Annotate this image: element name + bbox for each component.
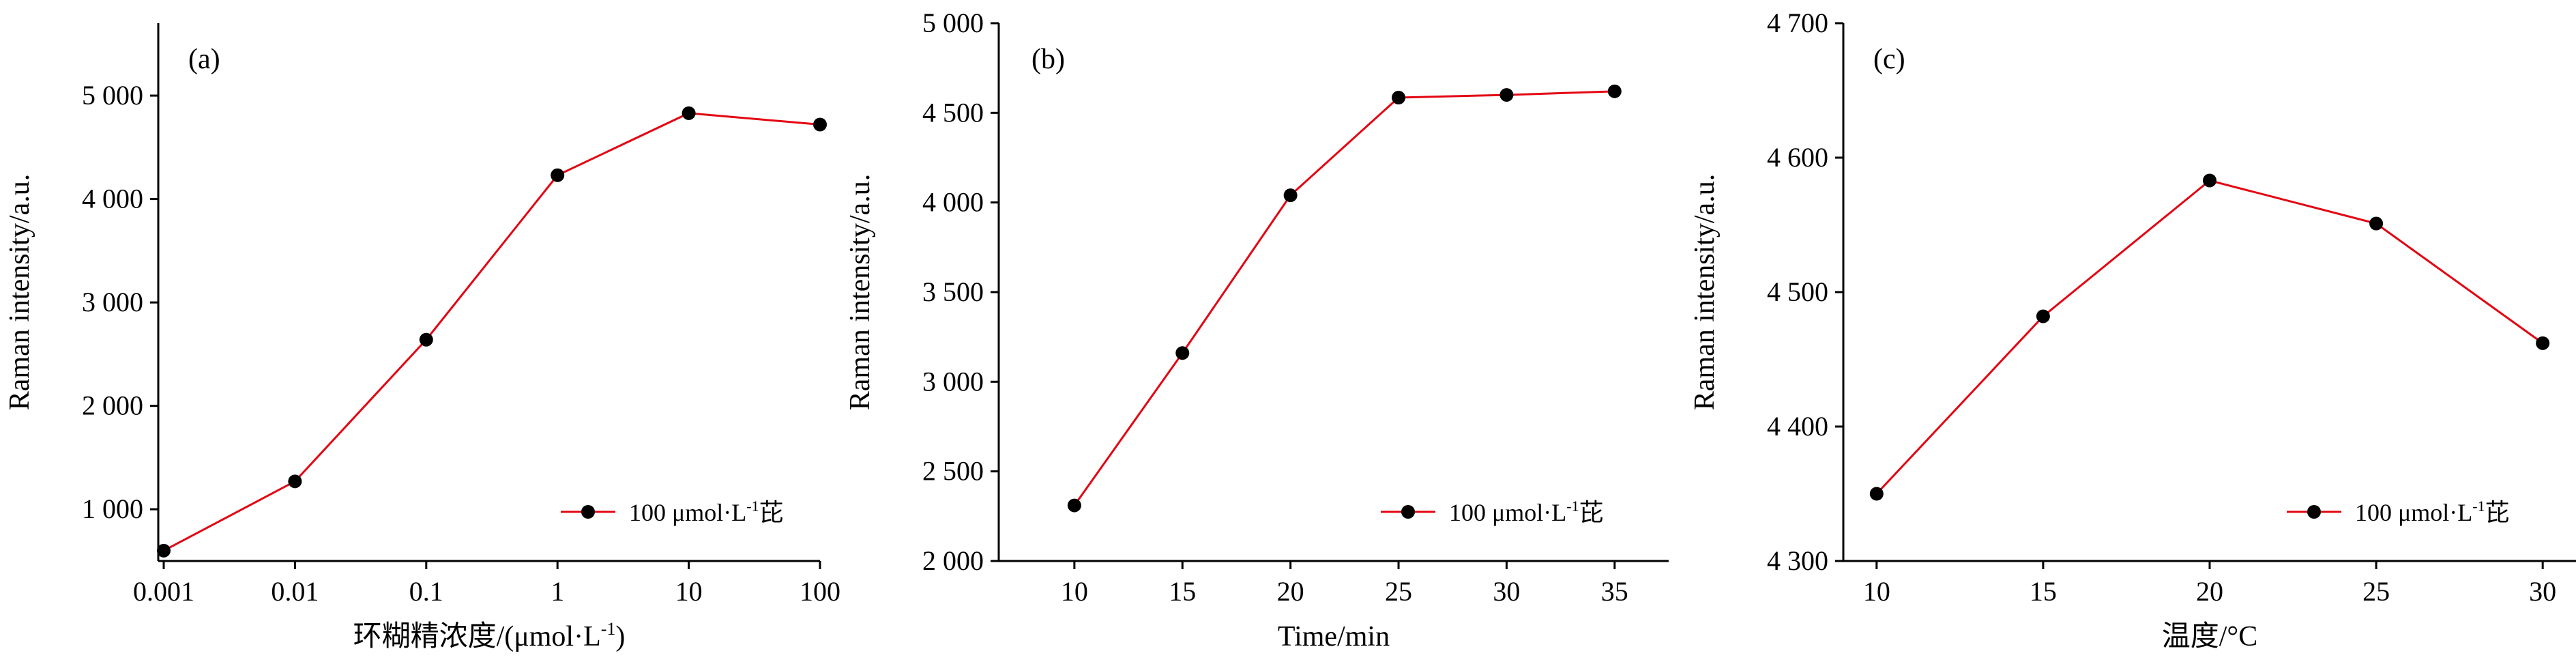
legend-label-tail: 芘 xyxy=(2485,499,2510,526)
y-tick-label: 4 500 xyxy=(1767,276,1828,307)
y-tick-label: 1 000 xyxy=(82,493,143,524)
data-point xyxy=(813,117,827,132)
x-tick-label: 25 xyxy=(2362,576,2390,607)
x-axis-label-main: Time/min xyxy=(1278,621,1390,652)
x-axis-label: 环糊精浓度/(μmol·L-1) xyxy=(353,619,626,652)
x-tick-label: 10 xyxy=(1061,576,1088,607)
x-tick-label: 20 xyxy=(1277,576,1304,607)
data-point xyxy=(1067,498,1081,513)
x-tick-label: 30 xyxy=(2529,576,2556,607)
y-axis-label: Raman intensity/a.u. xyxy=(845,174,876,410)
y-tick-label: 3 500 xyxy=(922,276,984,307)
y-tick-label: 4 000 xyxy=(922,187,984,218)
x-tick-label: 10 xyxy=(675,576,703,607)
data-point xyxy=(157,543,171,558)
chart-panel-a: 1 000 2 000 3 000 4 000 5 000 0.001 0.01 0.1 1 10… xyxy=(4,23,840,652)
x-tick-label: 1 xyxy=(551,576,564,607)
panel-label: (b) xyxy=(1031,44,1065,75)
x-tick-label: 25 xyxy=(1385,576,1412,607)
x-axis-label-main: 温度/°C xyxy=(2162,621,2257,652)
x-axis-label: 温度/°C xyxy=(2162,621,2257,652)
legend-label-sup: -1 xyxy=(1566,498,1579,515)
x-tick-label: 35 xyxy=(1601,576,1628,607)
y-tick-label: 2 000 xyxy=(922,545,984,576)
x-tick-label: 100 xyxy=(800,576,840,607)
legend-label-sup: -1 xyxy=(2472,498,2485,515)
legend-label: 100 μmol·L-1芘 xyxy=(1449,498,1604,526)
y-tick-label: 2 500 xyxy=(922,456,984,487)
data-point xyxy=(2036,309,2050,323)
data-point xyxy=(419,332,433,347)
x-axis-label: Time/min xyxy=(1278,621,1390,652)
chart-panel-b: 2 000 2 500 3 000 3 500 4 000 4 500 5 000 10 15 2… xyxy=(845,8,1669,652)
data-point xyxy=(2536,336,2550,350)
x-tick-label: 0.1 xyxy=(409,576,443,607)
legend-marker xyxy=(1401,505,1415,519)
series-line xyxy=(1073,90,1615,506)
y-axis-label: Raman intensity/a.u. xyxy=(1689,174,1721,410)
data-point xyxy=(1607,84,1622,98)
x-tick-label: 0.001 xyxy=(133,576,194,607)
x-tick-label: 20 xyxy=(2196,576,2223,607)
series-line xyxy=(1875,179,2544,495)
x-tick-label: 30 xyxy=(1493,576,1520,607)
y-tick-label: 4 500 xyxy=(922,97,984,128)
y-tick-label: 5 000 xyxy=(922,8,984,38)
panel-label: (a) xyxy=(188,44,220,75)
x-axis-label-main: 环糊精浓度/(μmol·L xyxy=(353,621,601,652)
data-point xyxy=(2203,173,2216,188)
legend-label-sup: -1 xyxy=(746,498,759,515)
x-axis-label-sup: -1 xyxy=(601,619,616,639)
x-tick-label: 15 xyxy=(2030,576,2057,607)
data-point xyxy=(1392,91,1406,105)
data-point xyxy=(551,168,565,182)
data-point xyxy=(1175,346,1190,360)
legend-marker xyxy=(581,505,595,519)
y-tick-label: 4 400 xyxy=(1767,411,1828,442)
chart-panel-c: 4 300 4 400 4 500 4 600 4 700 10 15 20 25 30 Raman… xyxy=(1689,8,2576,652)
y-tick-label: 4 300 xyxy=(1767,545,1828,576)
y-tick-label: 5 000 xyxy=(82,80,143,111)
y-axis-label: Raman intensity/a.u. xyxy=(4,174,35,410)
data-point xyxy=(288,474,302,489)
x-tick-label: 10 xyxy=(1863,576,1890,607)
panel-label: (c) xyxy=(1873,44,1905,75)
legend-label-main: 100 μmol·L xyxy=(2355,499,2472,526)
x-axis-label-tail: ) xyxy=(615,621,625,652)
data-point xyxy=(1499,88,1514,102)
x-tick-label: 15 xyxy=(1169,576,1196,607)
legend-label: 100 μmol·L-1芘 xyxy=(629,498,784,526)
series-line xyxy=(163,112,821,552)
x-tick-label: 0.01 xyxy=(271,576,319,607)
data-point xyxy=(2369,216,2384,231)
legend-marker xyxy=(2307,505,2321,519)
legend-label-main: 100 μmol·L xyxy=(1449,499,1566,526)
y-tick-label: 3 000 xyxy=(922,366,984,397)
y-tick-label: 4 700 xyxy=(1767,8,1828,38)
y-tick-label: 2 000 xyxy=(82,390,143,421)
legend-label-tail: 芘 xyxy=(1579,499,1604,526)
legend-label-main: 100 μmol·L xyxy=(629,499,746,526)
data-point xyxy=(1869,487,1884,501)
y-tick-label: 3 000 xyxy=(82,287,143,317)
data-point xyxy=(1283,188,1298,203)
y-tick-label: 4 000 xyxy=(82,184,143,214)
legend-label: 100 μmol·L-1芘 xyxy=(2355,498,2510,526)
data-point xyxy=(682,106,696,120)
y-tick-label: 4 600 xyxy=(1767,142,1828,173)
legend-label-tail: 芘 xyxy=(759,499,784,526)
